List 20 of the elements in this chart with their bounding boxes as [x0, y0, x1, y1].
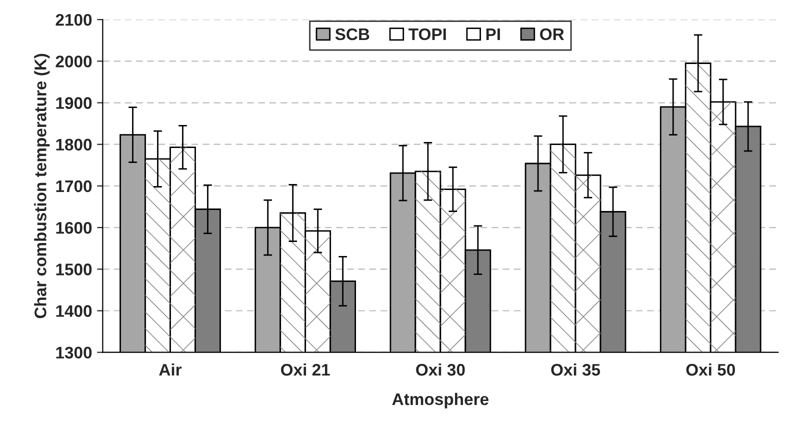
y-tick-label: 1600: [56, 222, 92, 234]
y-tick-label: 1800: [56, 138, 92, 151]
legend-label: SCB: [335, 28, 370, 40]
y-tick-label: 1400: [56, 305, 92, 317]
x-tick-label: Air: [159, 363, 182, 376]
y-axis-title: Char combustion temperature (K): [34, 54, 50, 318]
y-tick-label: 1900: [56, 97, 92, 109]
x-axis-title: Atmosphere: [392, 392, 488, 408]
x-tick-label: Oxi 21: [281, 363, 330, 376]
legend-label: TOPI: [408, 28, 446, 40]
y-tick-label: 2100: [56, 14, 92, 26]
legend-label: PI: [486, 28, 500, 40]
y-tick-label: 1300: [56, 346, 92, 359]
x-tick-label: Oxi 30: [416, 363, 465, 376]
legend-label: OR: [540, 28, 564, 40]
y-tick-label: 2000: [56, 56, 92, 68]
y-tick-label: 1500: [56, 264, 92, 276]
x-tick-label: Oxi 50: [686, 363, 735, 376]
y-tick-label: 1700: [56, 180, 92, 192]
x-tick-label: Oxi 35: [551, 363, 600, 376]
